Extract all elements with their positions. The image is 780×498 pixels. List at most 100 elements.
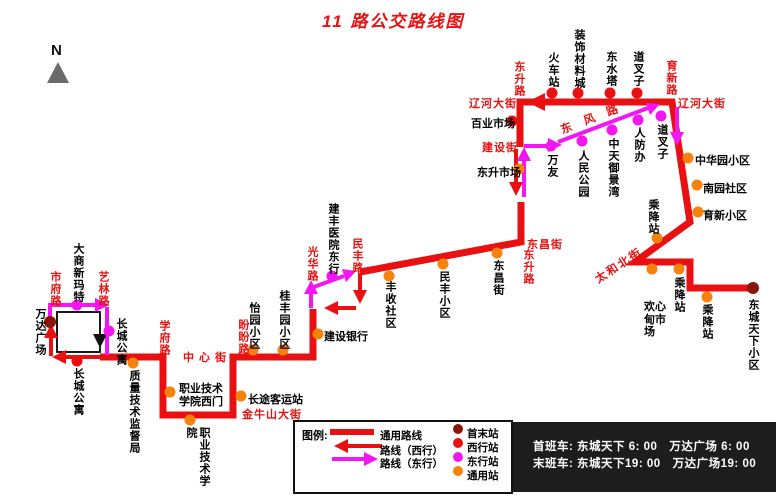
road-label-jinniushan: 金牛山大街 xyxy=(242,409,302,421)
station-label-dongsheng-shichang: 东升市场 xyxy=(477,167,521,179)
station-label-zhijian: 质量技术监督局 xyxy=(128,370,140,454)
dot-wanda xyxy=(44,316,56,328)
dot-minfeng xyxy=(437,258,449,270)
legend: 图例: 通用路线 路线（西行） 路线（东行） 首末站 西行站 东行站 通用站 xyxy=(293,420,513,494)
legend-west-station-label: 西行站 xyxy=(467,442,499,454)
station-label-yuxin: 育新小区 xyxy=(703,210,747,222)
dot-yinhang xyxy=(312,328,324,340)
dot-shuita xyxy=(604,87,616,99)
dot-yiyuan xyxy=(247,344,259,356)
dot-zhongtian xyxy=(606,124,618,136)
station-label-dashang: 大商新玛特 xyxy=(72,243,84,303)
dot-huochezhan xyxy=(546,87,558,99)
legend-common-station-label: 通用站 xyxy=(467,470,499,482)
route-common-diagonal-section xyxy=(359,202,525,276)
eastbound-arrow-block-north xyxy=(95,298,109,312)
legend-west-arrow-icon xyxy=(334,439,348,453)
station-label-chengjiang-1: 乘降站 xyxy=(647,199,659,235)
road-label-dongsheng-north: 东升路 xyxy=(513,61,525,97)
legend-common-route-label: 通用路线 xyxy=(380,430,422,442)
station-label-guifeng: 桂丰园小区 xyxy=(278,290,290,350)
map-title: 11 路公交路线图 xyxy=(322,12,465,31)
station-label-chengjiang-2: 乘降站 xyxy=(673,277,685,313)
station-label-changcheng-s: 长城公寓 xyxy=(72,368,84,416)
dot-wanyou xyxy=(545,140,557,152)
north-label: N xyxy=(51,42,62,59)
dot-jianfeng xyxy=(326,270,338,282)
legend-terminal-label: 首末站 xyxy=(467,428,499,440)
dot-dongcheng xyxy=(747,282,759,294)
dot-baiye xyxy=(506,115,518,127)
station-label-changcheng-e: 长城公寓 xyxy=(115,318,127,366)
road-label-yilin: 艺林路 xyxy=(97,271,109,307)
station-label-huochezhan: 火车站 xyxy=(547,52,559,88)
dot-changcheng-s xyxy=(71,355,83,367)
westbound-arrow-minfeng xyxy=(353,290,367,304)
station-label-xueyuan: 职业技术学院 xyxy=(185,427,210,487)
station-label-dongchang: 东昌街 xyxy=(492,260,504,296)
road-label-liaohe-west: 辽河大街 xyxy=(469,98,517,110)
station-label-fengshou: 丰收社区 xyxy=(384,281,396,329)
road-label-shifu: 市府路 xyxy=(49,271,61,307)
westbound-arrow-block-south xyxy=(52,350,66,364)
legend-east-arrow-icon xyxy=(364,452,378,466)
dot-fengshou xyxy=(383,270,395,282)
dot-yuxin xyxy=(692,206,704,218)
station-label-shuita: 东水塔 xyxy=(605,51,617,87)
station-label-jianfeng: 建丰医院东行 xyxy=(327,203,339,275)
station-label-yiyuan: 怡园小区 xyxy=(248,302,260,350)
legend-east-dot xyxy=(453,452,463,462)
westbound-arrow-dongsheng xyxy=(509,182,523,196)
dot-huanxindian xyxy=(646,263,658,275)
station-label-nanyuan: 南园社区 xyxy=(703,183,747,195)
legend-east-station-label: 东行站 xyxy=(467,456,499,468)
route-common-east-section xyxy=(516,98,753,292)
north-arrow-icon xyxy=(47,62,69,83)
dot-changcheng-e xyxy=(103,325,115,337)
station-label-yinhang: 建设银行 xyxy=(324,331,368,343)
station-label-renfang: 人防办 xyxy=(633,127,645,163)
eastbound-arrow-minfeng-junction xyxy=(342,269,356,282)
legend-common-line-swatch xyxy=(330,429,374,435)
eastbound-arrow-block-down xyxy=(93,334,107,348)
station-label-daochazi-xi: 道叉子 xyxy=(632,51,644,87)
dot-guifeng xyxy=(277,344,289,356)
city-block-outline xyxy=(56,311,101,353)
road-label-liaohe-east: 辽河大街 xyxy=(678,98,726,110)
station-label-wanyou: 万友 xyxy=(546,154,558,178)
station-label-minfeng: 民丰小区 xyxy=(438,271,450,319)
road-label-jianshe: 建设街 xyxy=(482,142,518,154)
eastbound-line-jianfeng xyxy=(310,274,345,290)
road-label-panpan: 盼盼路 xyxy=(237,319,249,355)
schedule-first-bus: 首班车: 东城天下 6: 00 万达广场 6: 00 xyxy=(533,441,750,453)
dot-chengjiang-1 xyxy=(651,232,663,244)
legend-title: 图例: xyxy=(302,430,328,442)
dot-daochazi-dong xyxy=(655,110,667,122)
route-common-west-section xyxy=(100,309,317,419)
road-label-yuxin: 育新路 xyxy=(665,60,677,96)
dot-dongchang xyxy=(491,247,503,259)
station-label-zhongtian: 中天御景湾 xyxy=(607,138,619,198)
legend-east-route-label: 路线（东行） xyxy=(380,458,443,470)
road-label-zhongxin: 中 心 街 xyxy=(183,352,228,364)
schedule-panel: 首班车: 东城天下 6: 00 万达广场 6: 00 末班车: 东城天下19: … xyxy=(513,422,776,492)
road-label-guanghua: 光华路 xyxy=(306,246,318,282)
station-label-zhuangshi: 装饰材料城 xyxy=(573,29,585,89)
dot-xueyuan-ximen xyxy=(164,386,176,398)
eastbound-arrow-yuxin xyxy=(670,132,684,146)
westbound-arrow-to-terminal xyxy=(44,324,58,338)
dot-xueyuan xyxy=(184,414,196,426)
eastbound-arrow-dongsheng xyxy=(517,147,531,161)
dot-dongsheng-shichang xyxy=(513,163,525,175)
dot-zhonghuayuan xyxy=(682,152,694,164)
road-label-dongchang: 东昌街 xyxy=(527,239,563,251)
dot-gongyuan xyxy=(576,135,588,147)
station-label-baiye: 百业市场 xyxy=(471,118,515,130)
dot-nanyuan xyxy=(691,179,703,191)
eastbound-arrow-dongfeng xyxy=(646,103,660,115)
dot-renfang xyxy=(632,114,644,126)
dot-dashang xyxy=(71,299,83,311)
legend-west-dot xyxy=(453,438,463,448)
